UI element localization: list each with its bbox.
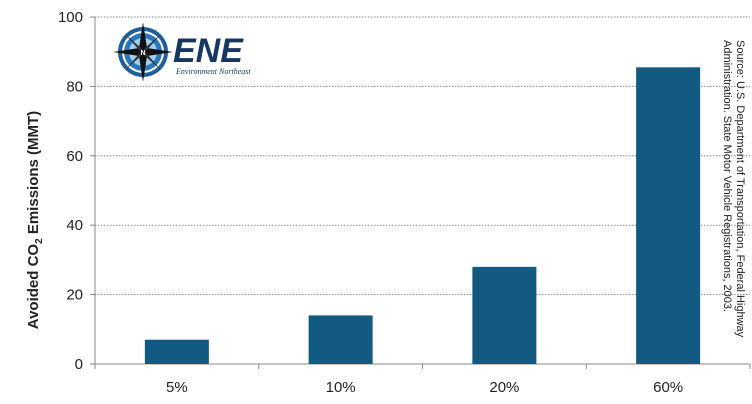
y-tick-label: 80 [66, 78, 83, 95]
compass-icon: N [113, 22, 173, 82]
bar-60pct [636, 67, 701, 364]
bars [144, 67, 701, 364]
y-axis-label: Avoided CO2 Emissions (MMT) [25, 111, 45, 329]
bar-5pct [144, 339, 209, 364]
gridlines [90, 16, 750, 365]
y-tick-label: 100 [58, 9, 83, 26]
ene-logo: N ENE Environment Northeast [113, 22, 251, 82]
x-tick-label: 60% [653, 379, 683, 396]
y-tick-label: 20 [66, 287, 83, 304]
source-note: Source: U.S. Department of Transportatio… [721, 40, 746, 338]
y-tick-label: 40 [66, 217, 83, 234]
source-line-2: Administration. State Motor Vehicle Regi… [721, 40, 733, 312]
logo-name: ENE [173, 32, 244, 70]
x-tick-label: 10% [326, 379, 356, 396]
bar-10pct [308, 315, 373, 364]
logo-subtitle: Environment Northeast [175, 67, 251, 76]
y-tick-labels: 0 20 40 60 80 100 [58, 9, 83, 373]
source-line-1: Source: U.S. Department of Transportatio… [734, 40, 746, 338]
x-tick-label: 20% [489, 379, 519, 396]
y-tick-label: 0 [75, 356, 83, 373]
x-tick-labels: 5% 10% 20% 60% [166, 379, 683, 396]
x-tick-label: 5% [166, 379, 188, 396]
y-tick-label: 60 [66, 148, 83, 165]
bar-20pct [472, 266, 537, 364]
compass-letter: N [140, 50, 145, 57]
x-tick-marks [94, 364, 751, 369]
